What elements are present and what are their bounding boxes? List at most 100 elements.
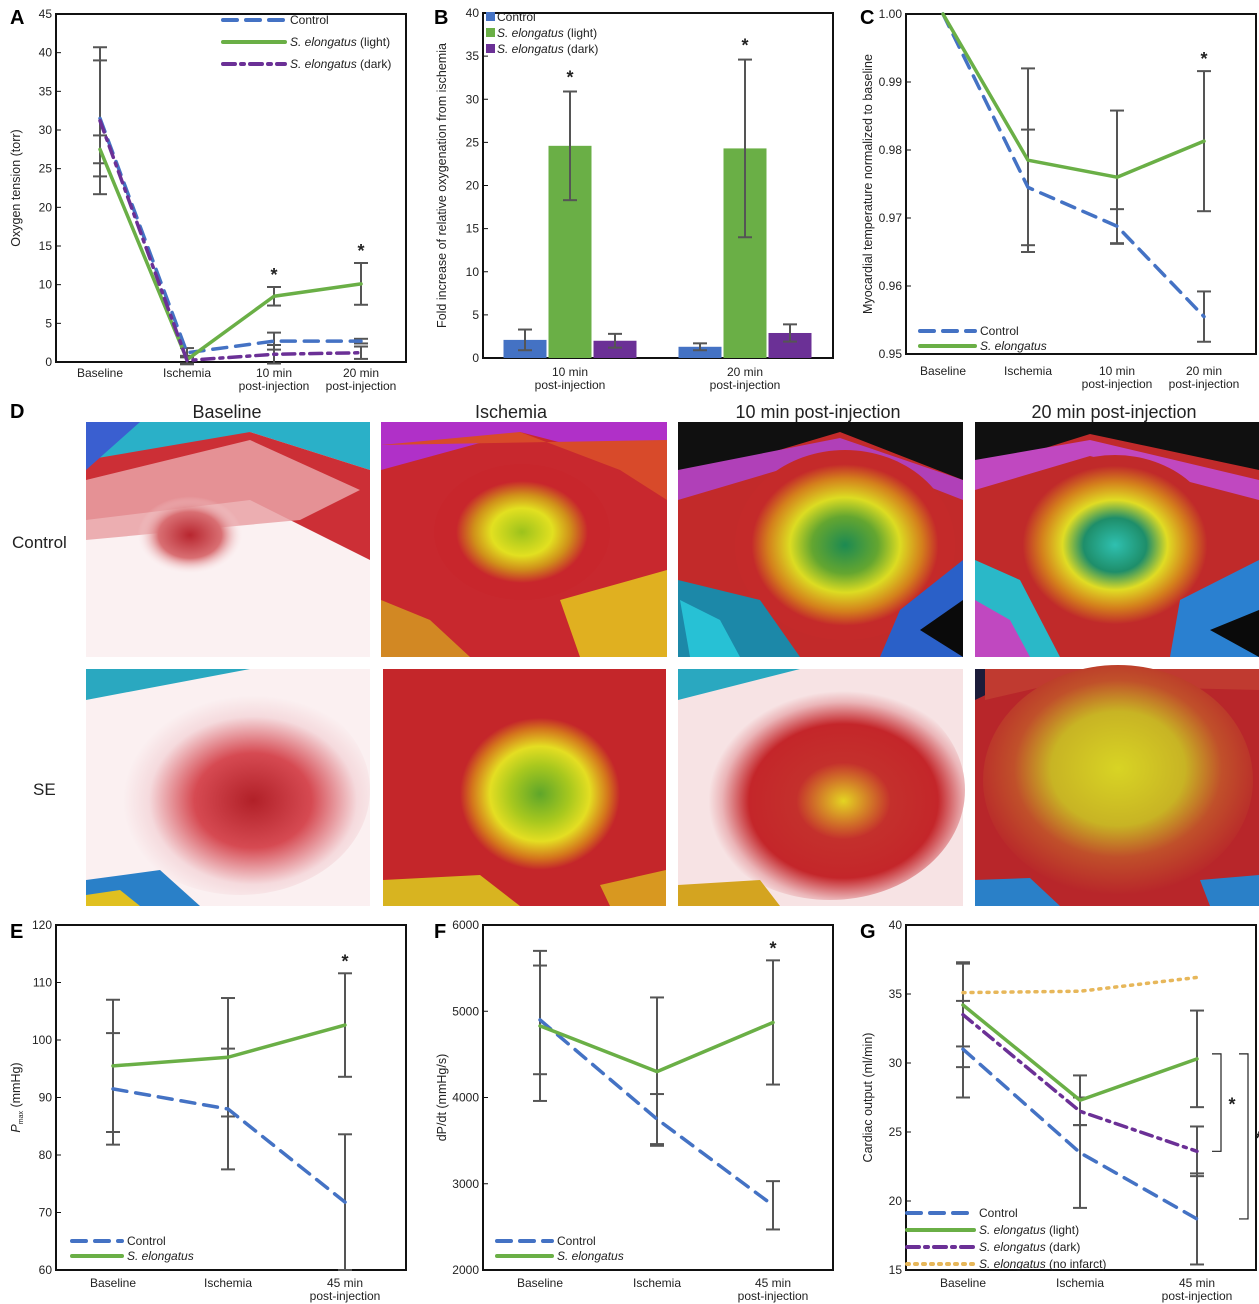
legend-label: S. elongatus (dark) [497, 42, 598, 56]
y-tick-label: 0.98 [879, 143, 903, 157]
y-tick-label: 0 [472, 351, 479, 365]
y-tick-label: 2000 [452, 1263, 479, 1277]
x-tick-label: Baseline [517, 1276, 563, 1290]
x-tick-label: Ischemia [163, 366, 211, 380]
x-tick-label: Ischemia [204, 1276, 252, 1290]
x-tick-label: post-injection [310, 1289, 381, 1303]
y-tick-label: 20 [39, 200, 53, 214]
y-tick-label: 5 [45, 316, 52, 330]
legend-label: Control [980, 324, 1019, 338]
thermal-image-se-baseline [86, 669, 370, 906]
series-line [941, 12, 1206, 319]
panel-letter-g: G [860, 921, 876, 943]
y-axis-label: Myocardial temperature normalized to bas… [861, 54, 875, 314]
thermal-image-control-10min [678, 422, 963, 657]
series-line [961, 1012, 1199, 1154]
panel-letter-d: D [10, 401, 24, 423]
series-line [961, 1003, 1199, 1103]
thermal-image-control-20min [975, 422, 1259, 657]
panel-letter-c: C [860, 7, 874, 29]
series-line [111, 1087, 347, 1204]
legend-label: S. elongatus [980, 339, 1047, 353]
x-tick-label: 20 min [1186, 364, 1222, 378]
series-line [111, 1023, 347, 1068]
x-tick-label: Baseline [920, 364, 966, 378]
x-tick-label: Baseline [77, 366, 123, 380]
plot-frame [905, 924, 1257, 1271]
y-tick-label: 25 [889, 1125, 903, 1139]
x-tick-label: Ischemia [633, 1276, 681, 1290]
legend-label: S. elongatus (light) [497, 26, 597, 40]
y-tick-label: 20 [466, 179, 480, 193]
y-tick-label: 1.00 [879, 7, 903, 21]
x-tick-label: 45 min [755, 1276, 791, 1290]
panel-letter-e: E [10, 921, 23, 943]
x-tick-label: post-injection [239, 379, 310, 393]
x-tick-label: post-injection [1082, 377, 1153, 391]
x-tick-label: post-injection [738, 1289, 809, 1303]
y-tick-label: 0.95 [879, 347, 903, 361]
y-tick-label: 10 [466, 265, 480, 279]
y-tick-label: 40 [889, 918, 903, 932]
column-heading-10min: 10 min post-injection [735, 402, 900, 422]
y-tick-label: 30 [39, 123, 53, 137]
y-tick-label: 100 [32, 1033, 52, 1047]
row-label-se: SE [33, 780, 56, 799]
legend-label: S. elongatus [557, 1249, 624, 1263]
y-tick-label: 6000 [452, 918, 479, 932]
significance-marker: * [1255, 1128, 1259, 1148]
x-tick-label: Baseline [90, 1276, 136, 1290]
y-tick-label: 0.97 [879, 211, 903, 225]
x-tick-label: 20 min [727, 365, 763, 379]
chart-panel-g: 15 20 25 30 35 40 Cardiac output (ml/min) Basel… [861, 918, 1259, 1303]
plot-frame [482, 12, 834, 359]
legend-swatch [486, 28, 495, 37]
legend-label: Control [290, 13, 329, 27]
legend-label: S. elongatus (dark) [979, 1240, 1080, 1254]
significance-marker: * [1200, 49, 1207, 69]
y-tick-label: 120 [32, 918, 52, 932]
legend-label: S. elongatus (light) [290, 35, 390, 49]
chart-panel-f: 2000 3000 4000 5000 6000 dP/dt (mmHg/s) Baseli… [435, 918, 834, 1303]
significance-marker: * [741, 36, 748, 56]
legend-label: S. elongatus [127, 1249, 194, 1263]
column-heading-baseline: Baseline [192, 402, 261, 422]
series-line [98, 118, 363, 363]
y-tick-label: 3000 [452, 1177, 479, 1191]
x-tick-label: 10 min [256, 366, 292, 380]
series-line [941, 12, 1206, 179]
thermal-image-se-ischemia [383, 669, 666, 906]
y-tick-label: 4000 [452, 1091, 479, 1105]
y-tick-label: 40 [466, 6, 480, 20]
significance-marker: * [341, 951, 348, 971]
x-tick-label: Baseline [940, 1276, 986, 1290]
column-heading-20min: 20 min post-injection [1031, 402, 1196, 422]
y-tick-label: 35 [889, 987, 903, 1001]
y-tick-label: 0.99 [879, 75, 903, 89]
thermal-image-se-10min [678, 669, 965, 906]
x-tick-label: post-injection [710, 378, 781, 392]
y-tick-label: 30 [889, 1056, 903, 1070]
y-tick-label: 5000 [452, 1004, 479, 1018]
x-tick-label: 45 min [1179, 1276, 1215, 1290]
y-tick-label: 90 [39, 1091, 53, 1105]
y-tick-label: 40 [39, 46, 53, 60]
series-line [98, 116, 363, 355]
y-tick-label: 35 [39, 84, 53, 98]
thermal-image-control-baseline [86, 422, 370, 657]
x-tick-label: Ischemia [1004, 364, 1052, 378]
x-tick-label: post-injection [1162, 1289, 1233, 1303]
y-tick-label: 25 [466, 135, 480, 149]
y-tick-label: 10 [39, 278, 53, 292]
x-tick-label: 20 min [343, 366, 379, 380]
chart-panel-c: 0.95 0.96 0.97 0.98 0.99 1.00 Myocardial tempe… [861, 7, 1257, 391]
x-tick-label: post-injection [326, 379, 397, 393]
chart-panel-a: 0 5 10 15 20 25 30 35 40 45 Oxygen tension (torr) B… [9, 7, 407, 393]
y-tick-label: 45 [39, 7, 53, 21]
thermal-image-control-ischemia [381, 422, 667, 657]
x-tick-label: 10 min [1099, 364, 1135, 378]
y-tick-label: 0 [45, 355, 52, 369]
y-axis-label: Fold increase of relative oxygenation fr… [435, 43, 449, 328]
y-tick-label: 110 [33, 976, 52, 990]
